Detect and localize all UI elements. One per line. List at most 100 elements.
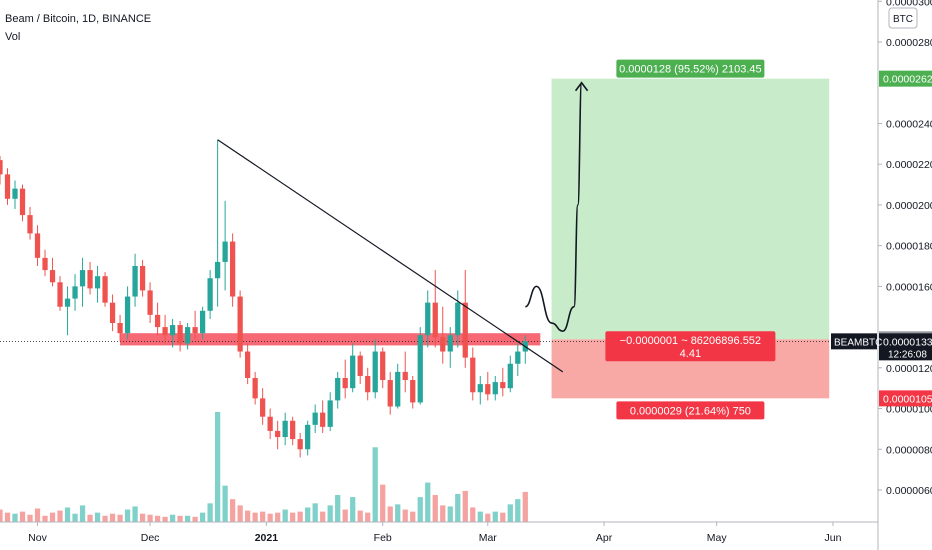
candle-body xyxy=(34,233,41,258)
volume-bar xyxy=(222,485,228,522)
candle-body xyxy=(282,420,288,438)
time-axis[interactable]: Nov Dec 2021 Feb Mar Apr May Jun xyxy=(0,521,878,544)
current-price-tag: 0.0000133 xyxy=(883,336,932,348)
volume-bar xyxy=(365,512,371,522)
price-axis[interactable]: 0.0000060 0.0000080 0.0000100 0.0000120 0.00… xyxy=(877,0,932,550)
candle xyxy=(492,375,498,401)
candle xyxy=(42,249,48,277)
volume-bar xyxy=(260,511,266,522)
stop-label: 0.0000029 (21.64%) 750 xyxy=(630,405,751,417)
volume-bar xyxy=(252,512,258,522)
stop-price-tag: 0.0000105 xyxy=(883,393,932,405)
volume-bar xyxy=(492,511,498,522)
candle xyxy=(237,290,243,358)
candle xyxy=(342,359,348,399)
candle-body xyxy=(425,302,431,336)
volume-bar xyxy=(500,512,506,522)
candle-body xyxy=(147,290,153,315)
candle xyxy=(365,367,371,401)
volume-bar xyxy=(387,506,393,522)
volume-bar xyxy=(64,507,71,522)
profit-zone xyxy=(551,78,830,340)
volume-bar xyxy=(485,513,491,522)
candle xyxy=(297,432,303,458)
volume-bar xyxy=(410,511,416,522)
volume-bar xyxy=(425,482,431,522)
candle-body xyxy=(365,375,371,393)
candle xyxy=(214,139,221,307)
volume-bar xyxy=(455,493,461,522)
entry-label-bg xyxy=(605,331,776,362)
volume-bar xyxy=(184,515,191,522)
candle xyxy=(124,286,131,340)
candle-body xyxy=(184,327,191,344)
candle-body xyxy=(387,380,393,407)
candle-body xyxy=(485,384,491,395)
candle-body xyxy=(402,371,408,381)
trendline xyxy=(217,139,564,373)
price-tick-label: 0.0000160 xyxy=(886,281,932,293)
price-tick-label: 0.0000120 xyxy=(886,363,932,375)
volume-bar xyxy=(282,509,288,522)
volume-bar xyxy=(162,516,168,522)
candle xyxy=(34,225,41,266)
candle-body xyxy=(410,380,416,403)
price-tick-label: 0.0000080 xyxy=(886,444,932,456)
candle xyxy=(372,339,378,399)
candle xyxy=(357,351,363,385)
volume-layer xyxy=(0,412,528,522)
candle-body xyxy=(312,412,318,425)
volume-bar xyxy=(440,505,446,522)
currency-badge[interactable] xyxy=(888,7,918,29)
candle xyxy=(267,408,273,440)
volume-bar xyxy=(34,508,41,522)
bar-countdown: 12:26:08 xyxy=(888,349,927,360)
volume-bar xyxy=(447,506,453,522)
candle-body xyxy=(139,266,146,291)
price-tick-label: 0.0000240 xyxy=(886,118,932,130)
candle-body xyxy=(87,270,93,289)
candle-body xyxy=(79,270,86,287)
volume-bar xyxy=(507,504,513,522)
candle xyxy=(410,375,416,409)
candle xyxy=(320,400,326,433)
candle-body xyxy=(72,286,78,299)
candle-body xyxy=(132,266,138,297)
candle-body xyxy=(470,357,476,393)
volume-bar xyxy=(312,503,318,522)
candle xyxy=(87,261,93,295)
candle-body xyxy=(267,416,273,431)
candle xyxy=(199,306,206,340)
candle-body xyxy=(432,302,438,338)
candle xyxy=(230,233,236,307)
volume-bar xyxy=(320,511,326,522)
candle-body xyxy=(237,296,243,352)
price-tick-label: 0.0000100 xyxy=(886,404,932,416)
volume-bar xyxy=(207,503,213,522)
time-tick-label: 2021 xyxy=(255,532,279,544)
projection-curve xyxy=(524,81,583,332)
candle-body xyxy=(4,174,11,199)
candle xyxy=(49,257,56,287)
candle-body xyxy=(290,420,296,440)
candle-body xyxy=(0,160,3,175)
candle xyxy=(64,286,71,336)
labels-layer: BEAMBTC 0.0000128 (95.52%) 2103.45 −0.0000… xyxy=(605,59,882,420)
candle-body xyxy=(275,430,281,438)
candle xyxy=(184,323,191,350)
candle-body xyxy=(342,378,348,389)
candle-body xyxy=(335,378,341,401)
volume-bar xyxy=(117,514,123,522)
price-tick-label: 0.0000200 xyxy=(886,200,932,212)
candle xyxy=(132,253,138,307)
volume-bar xyxy=(230,499,236,522)
volume-bar xyxy=(214,412,221,522)
candle-body xyxy=(455,302,461,336)
volume-bar xyxy=(154,515,161,522)
target-price-tag-bg xyxy=(879,70,932,87)
volume-bar xyxy=(0,509,3,522)
candle xyxy=(162,314,168,344)
candle xyxy=(470,347,476,401)
candle xyxy=(335,371,341,409)
